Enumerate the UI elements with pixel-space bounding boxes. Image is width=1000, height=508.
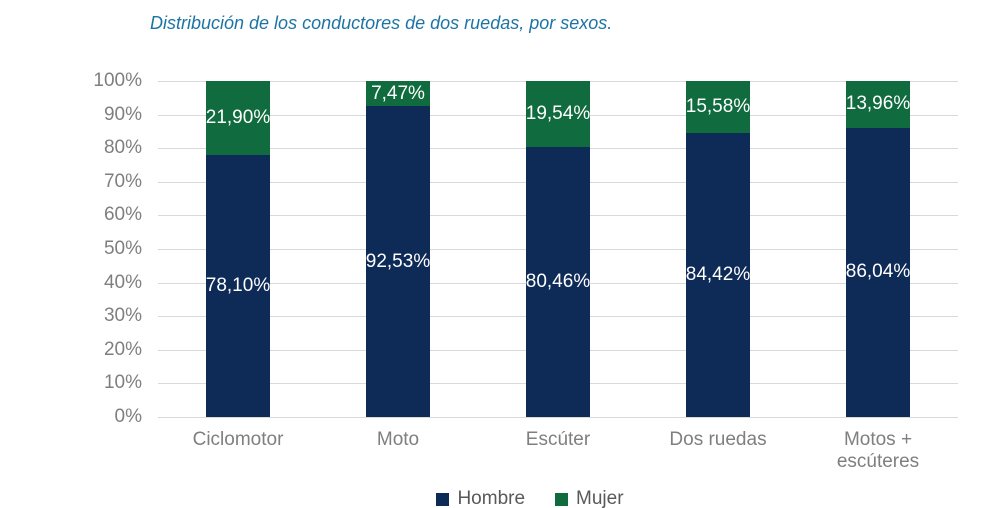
- bar-segment-hombre: 80,46%: [525, 146, 591, 417]
- y-tick-label: 90%: [103, 103, 142, 125]
- legend-item-hombre: Hombre: [436, 488, 525, 508]
- legend-item-mujer: Mujer: [555, 488, 624, 508]
- legend-label: Hombre: [457, 488, 526, 508]
- bar-segment-hombre: 84,42%: [686, 133, 750, 417]
- bar-value-label-mujer: 13,96%: [845, 93, 911, 115]
- legend-swatch-hombre: [436, 493, 450, 506]
- category-label: Dos ruedas: [669, 429, 767, 450]
- legend-label: Mujer: [576, 488, 624, 508]
- y-tick-label: 70%: [103, 170, 142, 192]
- bar-value-label-hombre: 86,04%: [845, 261, 911, 283]
- y-tick-label: 80%: [103, 137, 142, 159]
- y-tick-label: 100%: [93, 70, 142, 91]
- bar-segment-hombre: 92,53%: [366, 106, 430, 417]
- bar-value-label-hombre: 84,42%: [685, 264, 751, 286]
- gridline: [158, 417, 958, 418]
- category-label: Escúter: [525, 429, 591, 450]
- chart-title: Distribución de los conductores de dos r…: [150, 13, 613, 33]
- bar-value-label-hombre: 80,46%: [525, 270, 591, 292]
- category-label: Motos + escúteres: [836, 429, 920, 473]
- bar-segment-hombre: 78,10%: [205, 154, 271, 417]
- bar-value-label-mujer: 19,54%: [525, 102, 591, 124]
- y-tick-label: 30%: [103, 305, 142, 327]
- y-tick-label: 40%: [103, 271, 142, 293]
- bar-value-label-mujer: 7,47%: [371, 82, 425, 104]
- bar-value-label-hombre: 78,10%: [205, 274, 271, 296]
- y-tick-label: 20%: [103, 338, 142, 360]
- bar-segment-hombre: 86,04%: [845, 127, 911, 417]
- bar-segment-mujer: 19,54%: [526, 81, 590, 147]
- y-tick-label: 10%: [103, 372, 142, 394]
- bar-segment-mujer: 15,58%: [685, 81, 751, 134]
- bar-segment-mujer: 21,90%: [206, 81, 270, 155]
- bar-value-label-mujer: 21,90%: [205, 106, 271, 128]
- y-tick-label: 0%: [114, 406, 142, 427]
- bar-segment-mujer: 7,47%: [366, 81, 430, 107]
- y-tick-label: 60%: [103, 204, 142, 226]
- chart-legend: Hombre Mujer: [0, 488, 1000, 508]
- bar-value-label-hombre: 92,53%: [365, 250, 431, 272]
- category-label: Moto: [376, 429, 420, 450]
- bar-value-label-mujer: 15,58%: [685, 96, 751, 118]
- bar-segment-mujer: 13,96%: [846, 81, 910, 128]
- y-tick-label: 50%: [103, 238, 142, 259]
- category-label: Ciclomotor: [192, 429, 284, 450]
- legend-swatch-mujer: [555, 493, 569, 506]
